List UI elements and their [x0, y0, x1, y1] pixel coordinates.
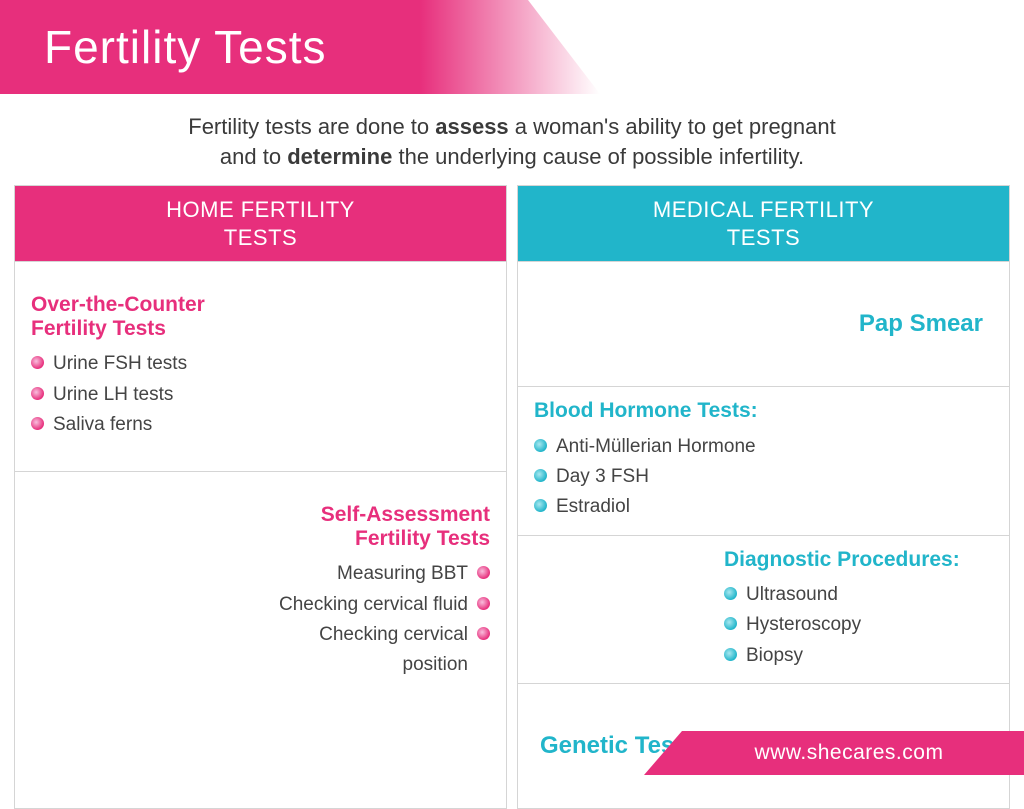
- diag-list: Ultrasound Hysteroscopy Biopsy: [724, 580, 993, 671]
- blood-item: Anti-Müllerian Hormone: [534, 432, 813, 462]
- page-title: Fertility Tests: [44, 20, 327, 74]
- intro-line1-pre: Fertility tests are done to: [188, 114, 435, 139]
- diag-item: Ultrasound: [724, 580, 993, 610]
- medical-header-line1: MEDICAL FERTILITY: [653, 197, 874, 222]
- footer-url: www.shecares.com: [755, 741, 944, 765]
- intro-line2-post: the underlying cause of possible inferti…: [392, 144, 804, 169]
- medical-header-line2: TESTS: [727, 225, 800, 250]
- blood-title: Blood Hormone Tests:: [534, 399, 813, 423]
- blood-item: Day 3 FSH: [534, 462, 813, 492]
- intro-line1-post: a woman's ability to get pregnant: [509, 114, 836, 139]
- otc-item: Saliva ferns: [31, 410, 270, 440]
- otc-tests-section: Over-the-Counter Fertility Tests Urine F…: [15, 261, 506, 471]
- diag-item: Biopsy: [724, 641, 993, 671]
- intro-bold-assess: assess: [435, 114, 508, 139]
- self-item: Checking cervical fluid: [251, 590, 490, 620]
- otc-title: Over-the-Counter Fertility Tests: [31, 293, 270, 341]
- diag-item: Hysteroscopy: [724, 610, 993, 640]
- self-item: Measuring BBT: [251, 559, 490, 589]
- self-list: Measuring BBT Checking cervical fluid Ch…: [251, 559, 490, 681]
- self-title: Self-Assessment Fertility Tests: [251, 503, 490, 551]
- columns: HOME FERTILITY TESTS Over-the-Counter Fe…: [0, 185, 1024, 809]
- self-item: Checking cervical position: [251, 620, 490, 681]
- otc-image: [270, 317, 490, 417]
- pap-smear-section: Pap Smear: [518, 261, 1009, 386]
- home-tests-header: HOME FERTILITY TESTS: [15, 186, 506, 261]
- home-tests-column: HOME FERTILITY TESTS Over-the-Counter Fe…: [14, 185, 507, 809]
- medical-tests-column: MEDICAL FERTILITY TESTS Pap Smear Blood …: [517, 185, 1010, 809]
- otc-item: Urine FSH tests: [31, 349, 270, 379]
- blood-list: Anti-Müllerian Hormone Day 3 FSH Estradi…: [534, 432, 813, 523]
- header: Fertility Tests: [0, 0, 1024, 94]
- pap-image: [534, 274, 754, 374]
- medical-tests-header: MEDICAL FERTILITY TESTS: [518, 186, 1009, 261]
- self-assessment-section: Self-Assessment Fertility Tests Measurin…: [15, 471, 506, 711]
- diagnostic-section: Diagnostic Procedures: Ultrasound Hyster…: [518, 535, 1009, 683]
- home-header-line2: TESTS: [224, 225, 297, 250]
- footer-banner: www.shecares.com: [644, 731, 1024, 775]
- home-header-line1: HOME FERTILITY: [166, 197, 355, 222]
- diag-title: Diagnostic Procedures:: [724, 548, 993, 572]
- blood-image: [813, 411, 993, 511]
- blood-tests-section: Blood Hormone Tests: Anti-Müllerian Horm…: [518, 386, 1009, 534]
- otc-item: Urine LH tests: [31, 380, 270, 410]
- intro-line2-pre: and to: [220, 144, 287, 169]
- self-image: [31, 542, 251, 642]
- header-banner: Fertility Tests: [0, 0, 600, 94]
- otc-list: Urine FSH tests Urine LH tests Saliva fe…: [31, 349, 270, 440]
- intro-bold-determine: determine: [287, 144, 392, 169]
- pap-label: Pap Smear: [859, 310, 983, 337]
- blood-item: Estradiol: [534, 492, 813, 522]
- intro-text: Fertility tests are done to assess a wom…: [0, 94, 1024, 185]
- diag-image: [534, 559, 714, 659]
